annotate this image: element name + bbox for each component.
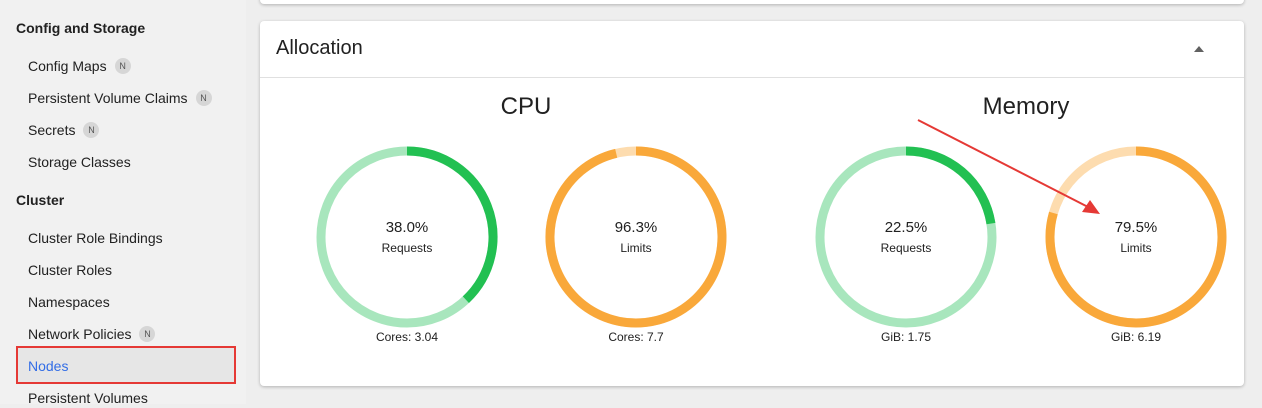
memory-limits-label: Limits [1120,241,1152,255]
namespaced-badge: N [139,326,156,342]
allocation-title: Allocation [276,37,363,59]
memory-title: Memory [982,93,1070,120]
arrow-drop-up-icon[interactable] [1192,43,1206,55]
sidebar-item-persistent-volumes[interactable]: Persistent Volumes [28,388,148,408]
sidebar-item-label: Storage Classes [28,154,131,170]
sidebar-item-namespaces[interactable]: Namespaces [28,292,110,312]
memory-limits-gauge: 79.5% Limits [1044,145,1228,329]
cpu-limits-gauge: 96.3% Limits [544,145,728,329]
cpu-requests-percent: 38.0% [385,219,429,236]
sidebar-item-label: Persistent Volumes [28,390,148,406]
memory-requests-percent: 22.5% [884,219,928,236]
cluster-section-title: Cluster [16,192,65,208]
sidebar-item-cluster-roles[interactable]: Cluster Roles [28,260,112,280]
memory-limits-gib: GiB: 6.19 [1110,330,1162,344]
cpu-requests-gauge: 38.0% Requests [315,145,499,329]
gauge-fill-arc [406,146,498,303]
sidebar-item-label: Cluster Roles [28,262,113,278]
gauge-fill-arc [905,146,996,225]
memory-requests-gib: GiB: 1.75 [880,330,932,344]
sidebar-item-cluster-role-bindings[interactable]: Cluster Role Bindings [28,228,163,248]
sidebar-item-config-maps[interactable]: Config Maps N [28,56,131,76]
namespaced-badge: N [114,58,131,74]
memory-requests-label: Requests [880,241,932,255]
gauge-fill-arc [545,146,727,328]
sidebar-item-label: Nodes [28,358,69,374]
allocation-card: Allocation CPU Memory 38.0% Requests Cor… [260,21,1244,386]
namespaced-badge: N [83,122,100,138]
sidebar: Config and Storage Config Maps N Persist… [0,0,246,406]
sidebar-item-secrets[interactable]: Secrets N [28,120,100,140]
cpu-limits-cores: Cores: 7.7 [608,330,664,344]
sidebar-item-storage-classes[interactable]: Storage Classes [28,152,131,172]
previous-card [260,0,1244,4]
sidebar-item-label: Namespaces [28,294,110,310]
cpu-requests-cores: Cores: 3.04 [375,330,439,344]
annotation-highlight-box [16,346,236,384]
namespaced-badge: N [195,90,212,106]
memory-limits-percent: 79.5% [1114,219,1158,236]
sidebar-item-label: Secrets [28,122,76,138]
cpu-limits-percent: 96.3% [614,219,658,236]
cpu-title: CPU [500,93,552,120]
config-storage-section-title: Config and Storage [16,20,146,36]
memory-requests-gauge: 22.5% Requests [814,145,998,329]
cpu-limits-label: Limits [620,241,652,255]
allocation-card-header[interactable]: Allocation [260,21,1244,78]
sidebar-item-label: Persistent Volume Claims [28,90,188,106]
sidebar-item-label: Network Policies [28,326,132,342]
gauge-fill-arc [1045,146,1227,328]
cpu-requests-label: Requests [381,241,433,255]
sidebar-item-persistent-volume-claims[interactable]: Persistent Volume Claims N [28,88,212,108]
sidebar-item-label: Config Maps [28,58,107,74]
sidebar-item-network-policies[interactable]: Network Policies N [28,324,156,344]
sidebar-item-nodes[interactable]: Nodes [28,356,68,376]
sidebar-item-label: Cluster Role Bindings [28,230,163,246]
